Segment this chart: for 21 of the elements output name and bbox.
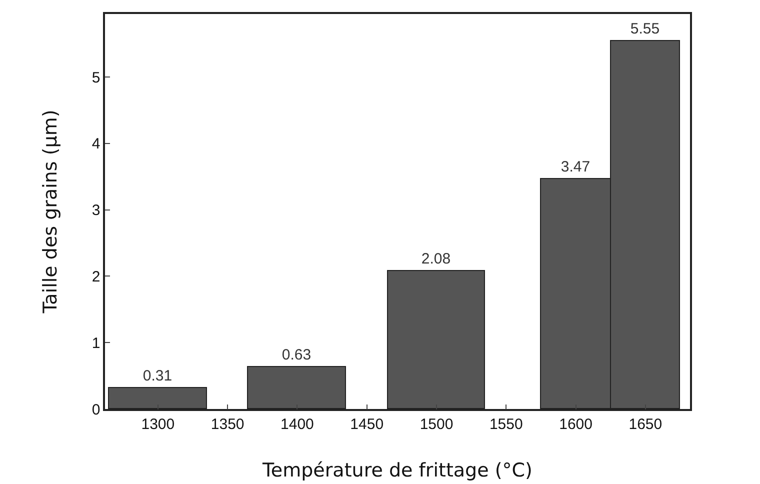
x-tick-label: 1500 bbox=[420, 416, 454, 433]
x-tick-label: 1300 bbox=[141, 416, 175, 433]
x-tick-label: 1400 bbox=[280, 416, 314, 433]
x-tick-label: 1600 bbox=[559, 416, 592, 433]
x-tick-label: 1450 bbox=[350, 416, 384, 433]
x-tick-label: 1550 bbox=[489, 416, 523, 433]
x-tick-label: 1350 bbox=[210, 416, 244, 433]
y-tick-label: 2 bbox=[92, 268, 100, 286]
data-label: 0.31 bbox=[142, 368, 172, 384]
data-label: 5.55 bbox=[630, 20, 660, 38]
x-tick-label: 1650 bbox=[628, 416, 662, 433]
data-label: 0.63 bbox=[282, 346, 312, 364]
y-tick-label: 5 bbox=[92, 69, 100, 86]
y-tick-label: 4 bbox=[92, 136, 100, 153]
x-axis-title: Température de frittage (°C) bbox=[262, 460, 532, 482]
y-axis-title: Taille des grains (µm) bbox=[40, 110, 62, 314]
y-tick-label: 0 bbox=[92, 401, 100, 418]
y-tick-label: 1 bbox=[92, 334, 100, 352]
y-tick-label: 3 bbox=[92, 202, 100, 220]
data-label: 3.47 bbox=[560, 158, 590, 176]
data-label: 2.08 bbox=[421, 250, 451, 268]
